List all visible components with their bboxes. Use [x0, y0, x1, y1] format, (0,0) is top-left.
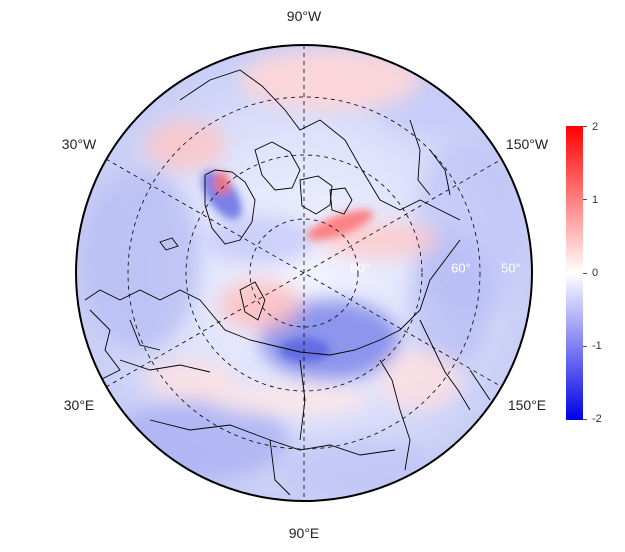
lon-label-30w: 30°W [61, 136, 97, 152]
map-border [75, 44, 533, 502]
graticule-lat-80 [249, 218, 359, 328]
anomaly-field [76, 45, 532, 501]
lon-label-90w: 90°W [286, 8, 322, 24]
colorbar-tick-minus-2: -2 [592, 413, 602, 425]
lat-label-60: 60° [451, 260, 471, 276]
lat-label-80: 80° [350, 260, 370, 276]
lon-label-30e: 30°E [63, 397, 95, 413]
lon-label-150w: 150°W [505, 136, 549, 152]
lon-label-90e: 90°E [288, 525, 320, 541]
colorbar-tick-1: 1 [592, 194, 599, 206]
colorbar-tick-2: 2 [592, 121, 599, 133]
graticule-lat-60 [127, 96, 481, 450]
colorbar-tick-mark [583, 273, 587, 274]
lon-label-150e: 150°E [507, 397, 547, 413]
colorbar-tick-minus-1: -1 [592, 340, 602, 352]
lat-label-50: 50° [501, 260, 521, 276]
graticule [105, 45, 503, 501]
colorbar-tick-0: 0 [592, 267, 599, 279]
colorbar-tick-mark [583, 126, 587, 127]
colorbar-tick-mark [583, 346, 587, 347]
coastlines [84, 69, 491, 496]
colorbar-tick-mark [583, 419, 587, 420]
colorbar-tick-mark [583, 199, 587, 200]
colorbar-gradient [566, 126, 583, 420]
